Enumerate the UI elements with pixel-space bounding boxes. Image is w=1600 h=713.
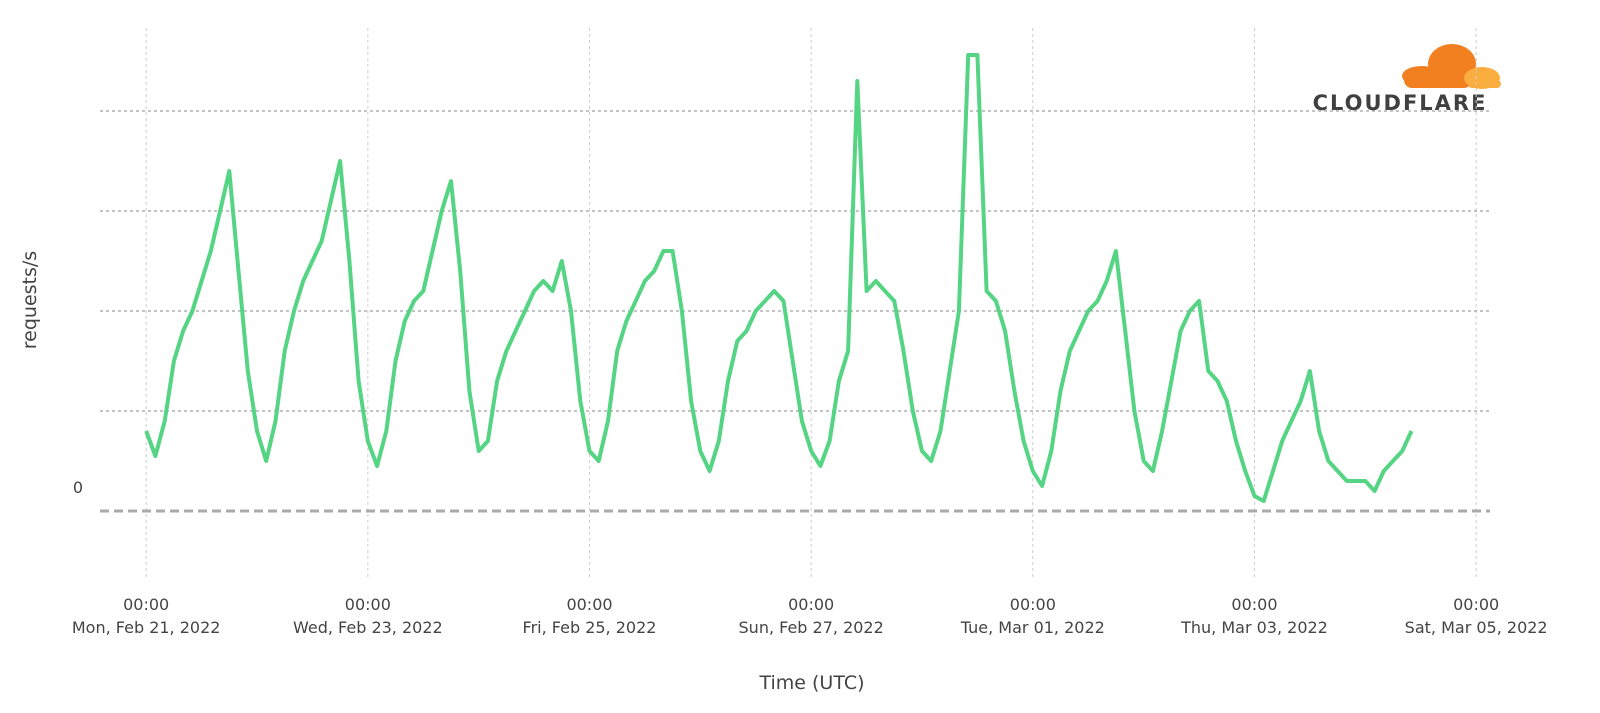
x-tick-label: 00:00 Sat, Mar 05, 2022 [1405,595,1548,637]
x-tick-label: 00:00 Thu, Mar 03, 2022 [1180,595,1328,637]
line-series [144,53,1414,503]
x-tick-label: 00:00 Wed, Feb 23, 2022 [293,595,443,637]
x-axis-label: Time (UTC) [758,672,864,694]
x-tick-label: 00:00 Tue, Mar 01, 2022 [960,595,1105,637]
x-tick-label: 00:00 Fri, Feb 25, 2022 [523,595,657,637]
y-axis-label: requests/s [19,251,41,349]
logo: CLOUDFLARE [1313,44,1501,115]
logo-cloud [1404,72,1472,88]
x-tick-label: 00:00 Mon, Feb 21, 2022 [72,595,221,637]
y-tick-label: 0 [73,478,83,497]
logo-cloud [1468,80,1501,88]
x-tick-label: 00:00 Sun, Feb 27, 2022 [739,595,884,637]
